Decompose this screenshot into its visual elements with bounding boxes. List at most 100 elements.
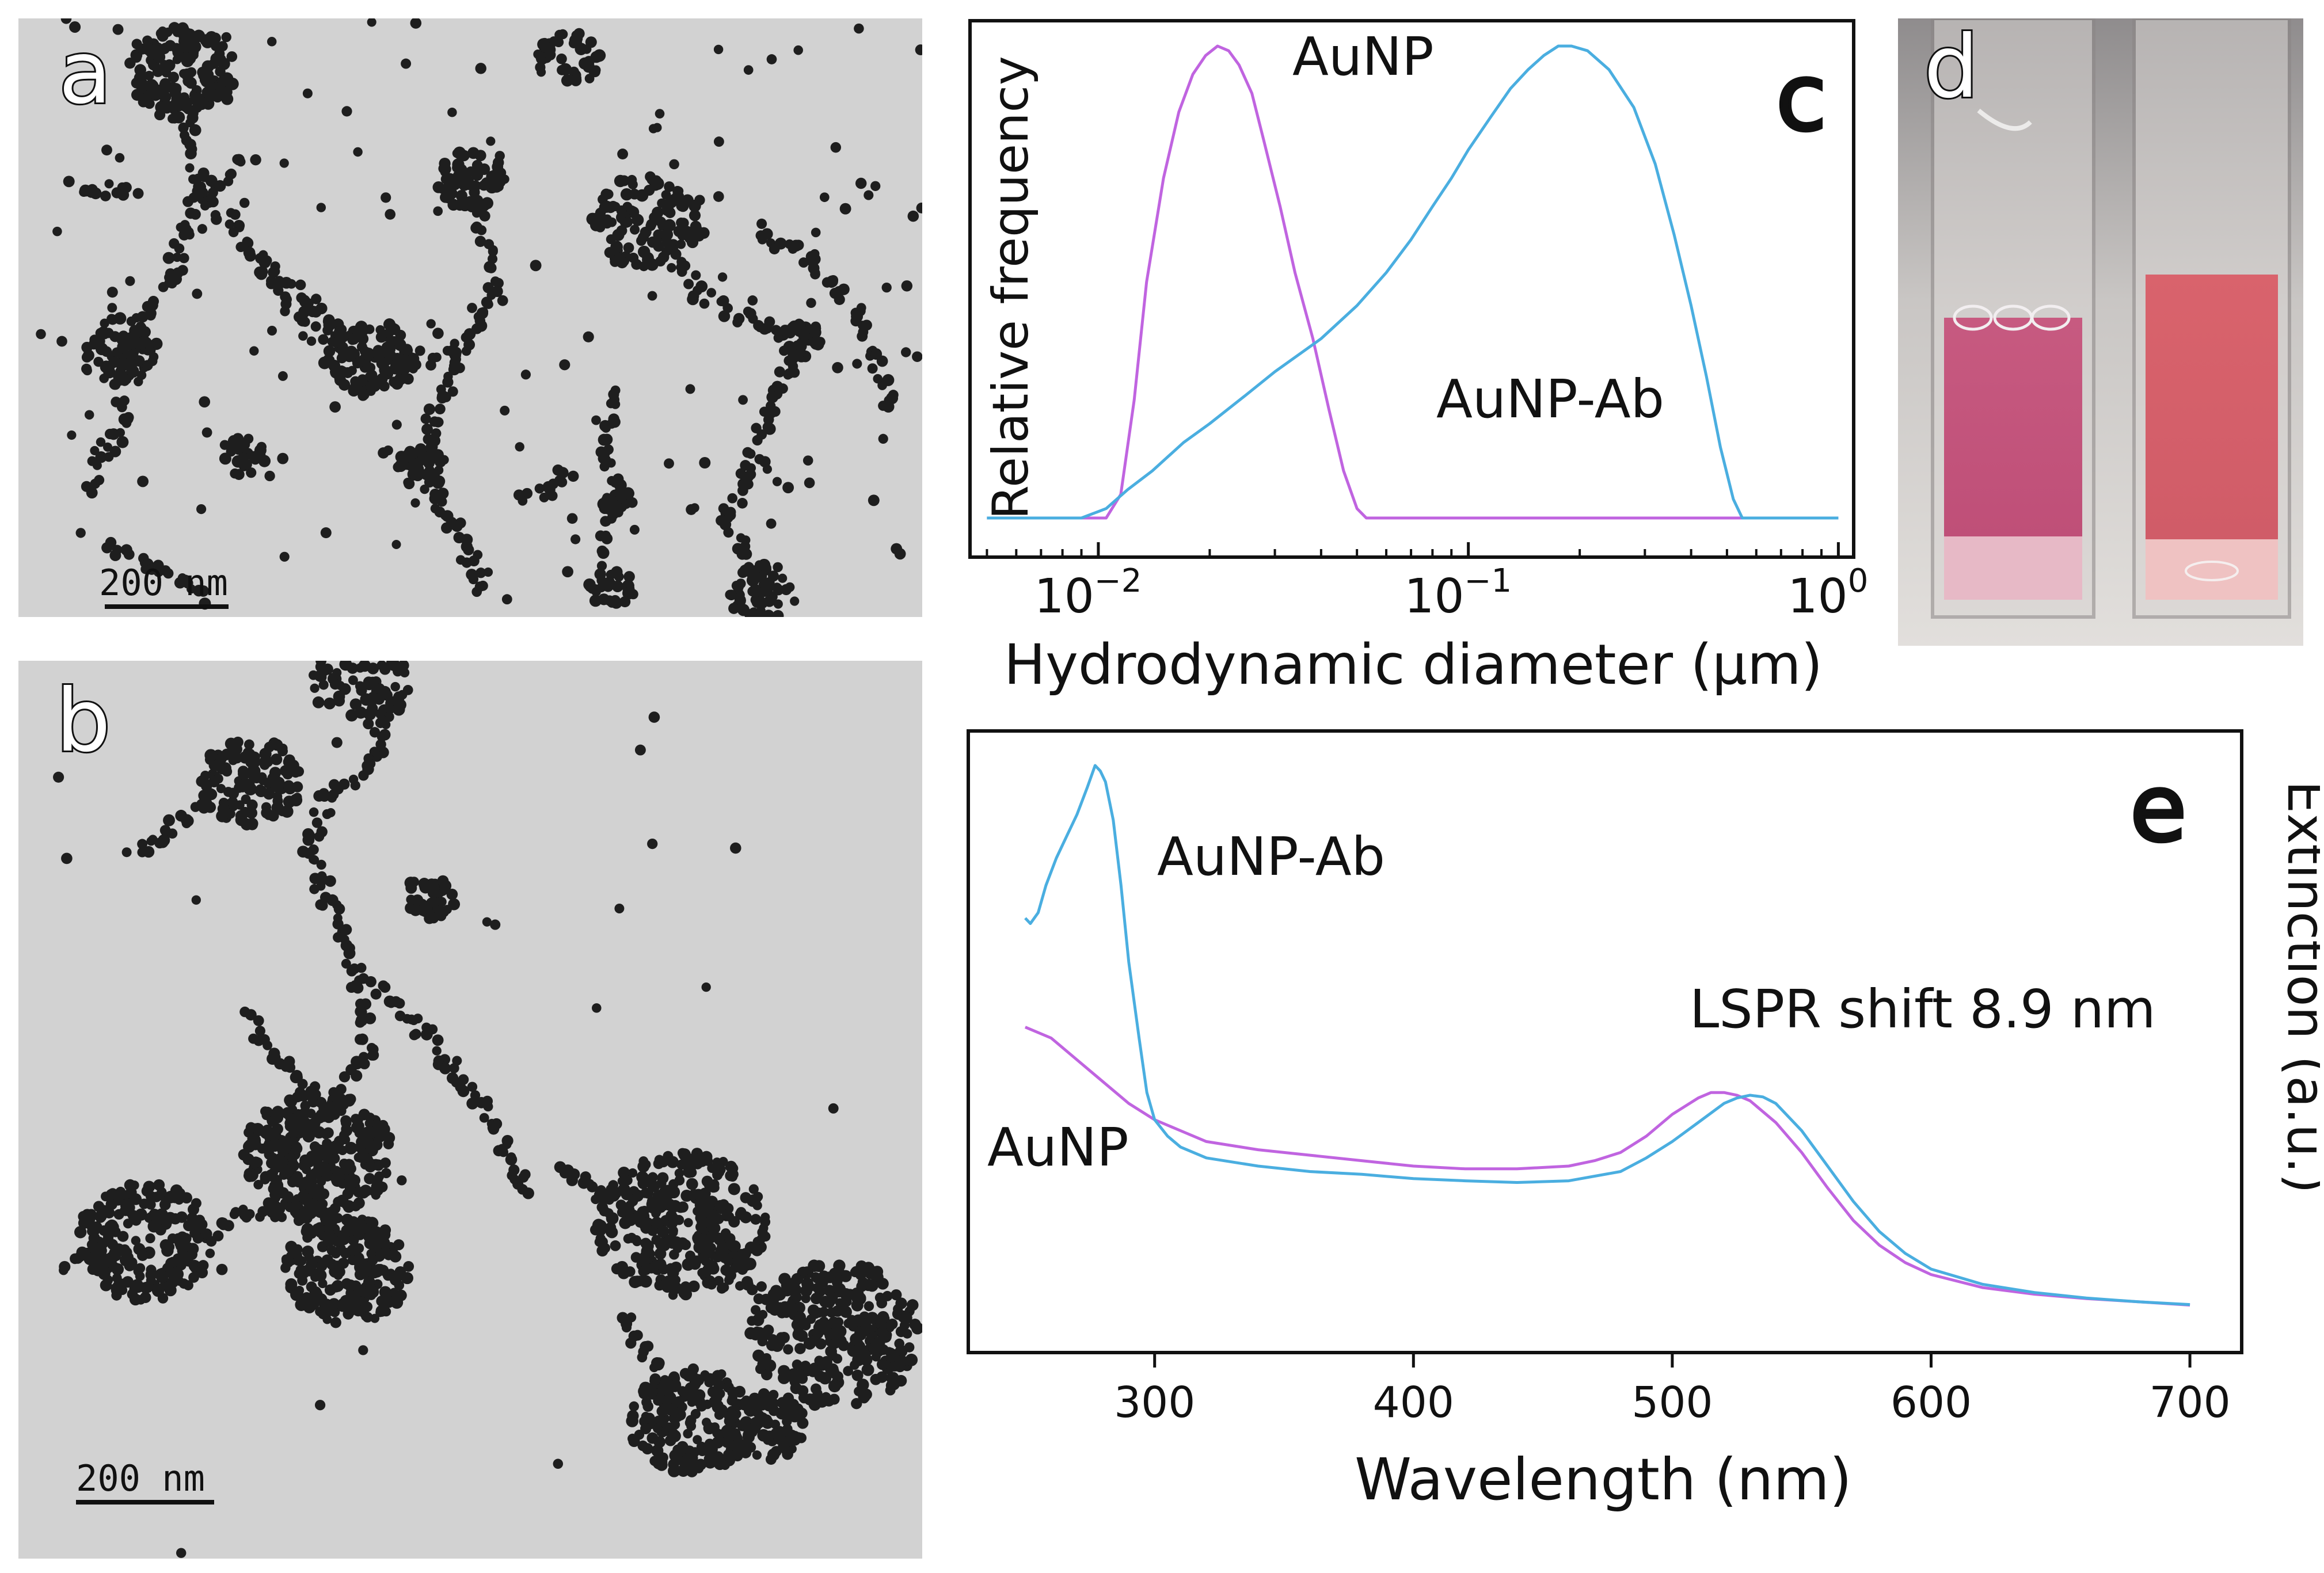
nanoparticle [309, 873, 321, 885]
nanoparticle [101, 144, 112, 156]
nanoparticle [599, 420, 611, 432]
nanoparticle [200, 771, 211, 780]
nanoparticle [281, 1165, 294, 1178]
nanoparticle [312, 696, 325, 709]
nanoparticle [752, 1450, 762, 1460]
nanoparticle [515, 442, 524, 452]
nanoparticle [205, 174, 218, 187]
nanoparticle [824, 1328, 836, 1340]
nanoparticle [627, 174, 637, 185]
nanoparticle [365, 976, 376, 988]
nanoparticle [579, 57, 591, 70]
nanoparticle [222, 766, 233, 777]
nanoparticle [452, 148, 462, 158]
nanoparticle [263, 778, 273, 789]
nanoparticle [245, 779, 255, 789]
nanoparticle [661, 246, 672, 257]
nanoparticle [637, 1440, 648, 1452]
nanoparticle [306, 1281, 317, 1293]
nanoparticle [184, 138, 196, 151]
nanoparticle [207, 196, 219, 208]
nanoparticle [713, 191, 724, 202]
nanoparticle [322, 1127, 334, 1138]
nanoparticle [464, 176, 474, 186]
nanoparticle [806, 298, 816, 308]
nanoparticle [316, 859, 326, 870]
nanoparticle [250, 1156, 262, 1168]
nanoparticle [656, 1406, 668, 1417]
nanoparticle [256, 265, 268, 277]
nanoparticle [689, 210, 701, 222]
nanoparticle [258, 756, 271, 769]
nanoparticle [245, 1122, 257, 1133]
nanoparticle [358, 1345, 368, 1355]
nanoparticle [200, 34, 212, 47]
nanoparticle [668, 1179, 679, 1190]
nanoparticle [318, 874, 329, 885]
nanoparticle [754, 609, 766, 617]
nanoparticle [497, 295, 508, 306]
nanoparticle [119, 357, 130, 368]
nanoparticle [120, 375, 130, 384]
nanoparticle [718, 503, 729, 514]
nanoparticle [641, 1160, 651, 1170]
nanoparticle [263, 1140, 275, 1152]
nanoparticle [748, 1184, 759, 1194]
nanoparticle [461, 557, 472, 568]
nanoparticle [697, 1267, 707, 1278]
nanoparticle [809, 1395, 823, 1408]
nanoparticle [779, 1301, 791, 1313]
nanoparticle [657, 1225, 670, 1238]
nanoparticle [819, 1372, 832, 1385]
nanoparticle [617, 1207, 627, 1218]
nanoparticle [117, 341, 127, 352]
nanoparticle [125, 276, 135, 286]
nanoparticle [547, 478, 559, 489]
nanoparticle [297, 1079, 308, 1090]
nanoparticle [295, 1087, 306, 1098]
nanoparticle [486, 136, 496, 146]
nanoparticle [177, 28, 188, 40]
nanoparticle [364, 1160, 376, 1172]
nanoparticle [153, 559, 164, 571]
nanoparticle [632, 1330, 643, 1341]
dls-x-tick-label: 10−2 [1034, 562, 1142, 624]
nanoparticle [200, 201, 210, 211]
nanoparticle [389, 1250, 402, 1263]
nanoparticle [756, 218, 767, 229]
nanoparticle [161, 67, 172, 78]
nanoparticle [306, 1090, 319, 1102]
nanoparticle [347, 1244, 358, 1256]
nanoparticle [752, 1349, 765, 1362]
nanoparticle [309, 884, 319, 894]
nanoparticle [629, 224, 640, 235]
nanoparticle [676, 1441, 689, 1453]
nanoparticle [731, 1431, 742, 1441]
nanoparticle [667, 262, 676, 273]
nanoparticle [648, 1172, 658, 1183]
nanoparticle [788, 1410, 801, 1423]
nanoparticle [52, 226, 62, 237]
nanoparticle [253, 1015, 264, 1026]
nanoparticle [905, 1353, 918, 1366]
nanoparticle [364, 1118, 375, 1129]
nanoparticle [864, 190, 874, 200]
nanoparticle [121, 847, 132, 858]
nanoparticle [894, 1338, 905, 1349]
nanoparticle [146, 1199, 156, 1210]
nanoparticle [629, 1401, 640, 1412]
nanoparticle [655, 1258, 667, 1270]
nanoparticle [474, 235, 486, 247]
nanoparticle [403, 1261, 414, 1272]
nanoparticle [653, 1436, 666, 1448]
nanoparticle [570, 534, 581, 544]
nanoparticle [107, 1188, 119, 1199]
nanoparticle [854, 23, 864, 34]
extinction-chart: 300 400 500 600 700 Extinction (a.u.) Wavele… [967, 729, 2320, 1513]
nanoparticle [712, 1170, 723, 1180]
nanoparticle [777, 383, 788, 394]
nanoparticle [728, 603, 740, 614]
nanoparticle [909, 1319, 921, 1331]
nanoparticle [223, 176, 234, 186]
nanoparticle [270, 1193, 281, 1203]
